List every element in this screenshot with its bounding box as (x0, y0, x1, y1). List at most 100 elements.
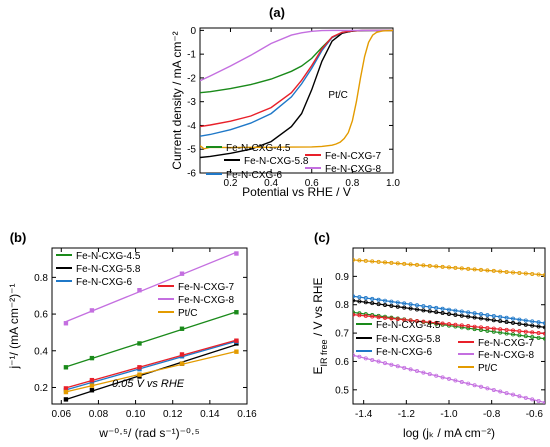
panel-c-point (543, 400, 545, 404)
panel-c-point (408, 302, 413, 307)
panel-b-point (137, 288, 142, 293)
panel-a-ytick-label: -1 (187, 50, 196, 61)
panel-c-point (440, 321, 445, 326)
panel-b-point (89, 355, 95, 361)
panel-c-legend-label: Fe-N-CXG-7 (478, 338, 535, 349)
panel-c-ylabel: EIR free / V vs RHE (311, 277, 329, 374)
panel-a-legend-label: Fe-N-CXG-6 (226, 170, 283, 181)
panel-c-point (510, 332, 515, 337)
panel-c-point (376, 259, 381, 264)
panel-c-point (504, 327, 509, 332)
panel-b-point (137, 341, 142, 346)
panel-c-point (382, 361, 387, 366)
panel-c-point (402, 305, 407, 310)
panel-c-point (517, 394, 522, 399)
panel-c-point (363, 356, 368, 361)
panel-a-xtick-label: 0.2 (224, 178, 238, 189)
panel-c-point (543, 336, 545, 341)
panel-c-point (357, 295, 362, 300)
panel-c-point (485, 313, 490, 318)
panel-c-point (466, 324, 471, 329)
panel-a-legend-label: Fe-N-CXG-5.8 (244, 156, 309, 167)
panel-c-point (370, 301, 375, 306)
panel-c-point (357, 313, 362, 318)
panel-c-point (466, 266, 471, 271)
panel-a-series-line-5 (200, 29, 393, 150)
panel-c-point (421, 263, 426, 268)
panel-c-point (510, 270, 515, 275)
panel-a-xtick-label: 1.0 (386, 178, 400, 189)
panel-c-point (543, 331, 545, 336)
panel-c-point (453, 265, 458, 270)
panel-c-point (434, 264, 439, 269)
panel-c-point (530, 271, 535, 276)
panel-c-point (353, 312, 355, 317)
panel-c-point (485, 386, 490, 391)
panel-c-point (510, 320, 515, 325)
panel-c-point (382, 298, 387, 303)
panel-c-point (446, 376, 451, 381)
panel-b-xtick-label: 0.06 (52, 409, 72, 420)
panel-c-point (536, 331, 541, 336)
panel-b-point (89, 308, 95, 313)
panel-c-point (402, 365, 407, 370)
panel-c-point (363, 258, 368, 263)
panel-c-point (440, 264, 445, 269)
panel-c-point (427, 320, 432, 325)
panel-c-point (459, 313, 464, 318)
panel-c-point (446, 307, 451, 312)
panel-c-legend-label: Fe-N-CXG-8 (478, 350, 535, 361)
panel-c-point (504, 331, 509, 336)
panel-c-point (536, 272, 541, 277)
panel-c-point (434, 320, 439, 325)
panel-a-legend-label: Fe-N-CXG-4.5 (226, 143, 291, 154)
panel-c-point (453, 322, 458, 327)
panel-c-legend-label: Fe-N-CXG-4.5 (376, 320, 441, 331)
panel-b-legend-label: Pt/C (178, 308, 197, 319)
panel-b-xtick-label: 0.08 (89, 409, 109, 420)
panel-b-legend-label: Fe-N-CXG-7 (178, 282, 235, 293)
panel-c-point (395, 261, 400, 266)
panel-c-point (491, 326, 496, 331)
panel-c-point (446, 311, 451, 316)
panel-a-ylabel: Current density / mA cm⁻² (170, 31, 184, 169)
panel-a-ytick-label: -2 (187, 73, 196, 84)
panel-c-point (504, 391, 509, 396)
panel-c-point (510, 316, 515, 321)
panel-b-fit-line-4 (65, 251, 237, 323)
panel-a-ytick-label: -6 (187, 169, 196, 180)
panel-b-point (137, 372, 142, 377)
panel-a-ytick-label: 0 (190, 26, 196, 37)
panel-c-point (536, 335, 541, 340)
panel-c-point (517, 317, 522, 322)
panel-c-point (395, 300, 400, 305)
panel-c-point (353, 294, 355, 299)
panel-c-point (504, 269, 509, 274)
panel-c-point (370, 296, 375, 301)
panel-c-point (414, 318, 419, 323)
panel-c-xtick-label: -0.6 (526, 409, 544, 420)
panel-b-point (63, 389, 69, 395)
panel-c-point (498, 319, 503, 324)
panel-b-point (234, 251, 239, 256)
panel-c-point (446, 265, 451, 270)
panel-a-label: (a) (269, 5, 285, 20)
panel-c-point (353, 298, 355, 303)
panel-b-point (137, 365, 142, 370)
panel-c-point (530, 323, 535, 328)
panel-c-point (478, 312, 483, 317)
panel-a-series-line-3 (200, 29, 393, 128)
panel-b-fit-line-2 (65, 340, 237, 391)
panel-c-point (478, 384, 483, 389)
panel-c-point (421, 304, 426, 309)
panel-c-point (353, 310, 355, 315)
panel-b-ylabel: j⁻¹/ (mA cm⁻²)⁻¹ (7, 284, 21, 370)
panel-c-series-line-3 (353, 314, 545, 335)
panel-c-point (472, 315, 477, 320)
panel-c-point (440, 311, 445, 316)
panel-c-point (408, 306, 413, 311)
panel-c-point (363, 300, 368, 305)
panel-b-ytick-label: 0.8 (34, 273, 48, 284)
panel-c-point (472, 311, 477, 316)
